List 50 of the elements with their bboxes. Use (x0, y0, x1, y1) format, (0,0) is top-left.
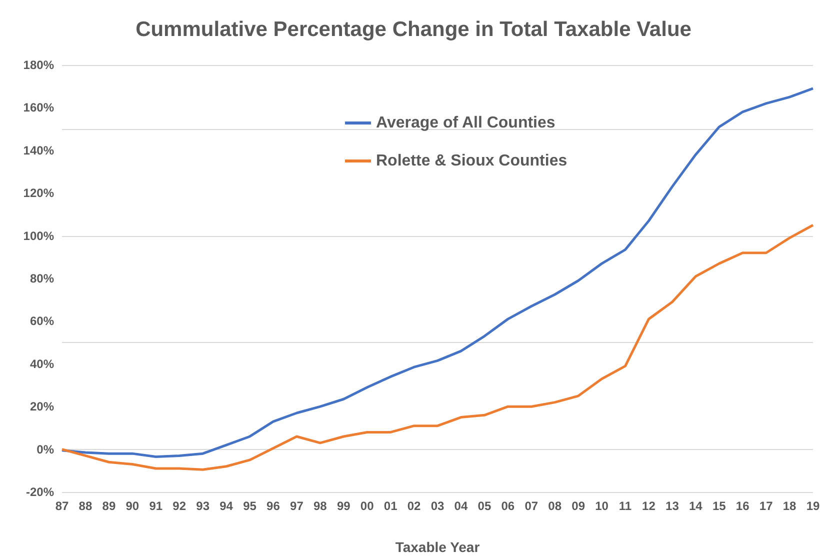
y-tick-label: 40% (30, 356, 54, 371)
x-tick-label: 18 (782, 499, 797, 513)
x-tick-label: 88 (78, 499, 92, 513)
y-tick-label: 140% (23, 143, 54, 158)
x-tick-label: 97 (290, 499, 304, 513)
x-tick-label: 01 (384, 499, 398, 513)
x-tick-label: 90 (126, 499, 140, 513)
legend-label: Rolette & Sioux Counties (376, 152, 568, 170)
x-tick-label: 17 (759, 499, 774, 513)
x-tick-label: 98 (313, 499, 328, 513)
x-tick-label: 14 (688, 499, 703, 513)
y-tick-label: 80% (30, 272, 54, 286)
x-tick-label: 87 (55, 499, 69, 513)
x-tick-label: 10 (595, 499, 609, 513)
x-tick-label: 89 (102, 499, 116, 513)
y-tick-label: 100% (23, 228, 54, 243)
y-tick-label: 120% (23, 186, 54, 200)
line-series (60, 224, 814, 471)
x-tick-label: 99 (336, 499, 351, 513)
x-tick-label: 16 (736, 499, 750, 513)
x-axis-title: Taxable Year (395, 539, 480, 555)
x-tick-label: 05 (478, 499, 492, 513)
y-tick-label: 60% (30, 314, 54, 328)
x-tick-label: 19 (806, 499, 820, 513)
x-tick-label: 02 (407, 499, 422, 513)
x-tick-label: 09 (572, 499, 586, 513)
x-tick-label: 94 (220, 499, 234, 513)
x-tick-label: 12 (642, 499, 656, 513)
x-tick-label: 15 (712, 499, 726, 513)
x-tick-label: 08 (548, 499, 562, 513)
line-series (60, 87, 814, 458)
x-tick-label: 93 (196, 499, 210, 513)
legend-label: Average of All Counties (376, 114, 556, 132)
x-tick-label: 04 (454, 499, 468, 513)
x-tick-label: 03 (430, 499, 444, 513)
x-tick-label: 11 (618, 499, 632, 513)
x-tick-label: 96 (266, 499, 280, 513)
x-tick-label: 91 (149, 499, 163, 513)
y-tick-label: 0% (36, 442, 54, 456)
y-tick-label: 180% (23, 58, 54, 72)
y-tick-label: -20% (26, 485, 54, 499)
x-tick-label: 07 (524, 499, 538, 513)
x-tick-label: 00 (360, 499, 374, 513)
y-tick-label: 160% (23, 100, 54, 115)
x-tick-label: 92 (172, 499, 186, 513)
x-tick-label: 95 (243, 499, 257, 513)
x-tick-label: 06 (501, 499, 515, 513)
chart-title: Cummulative Percentage Change in Total Taxable Value (136, 18, 692, 41)
x-tick-label: 13 (666, 499, 680, 513)
y-tick-label: 20% (30, 400, 54, 414)
